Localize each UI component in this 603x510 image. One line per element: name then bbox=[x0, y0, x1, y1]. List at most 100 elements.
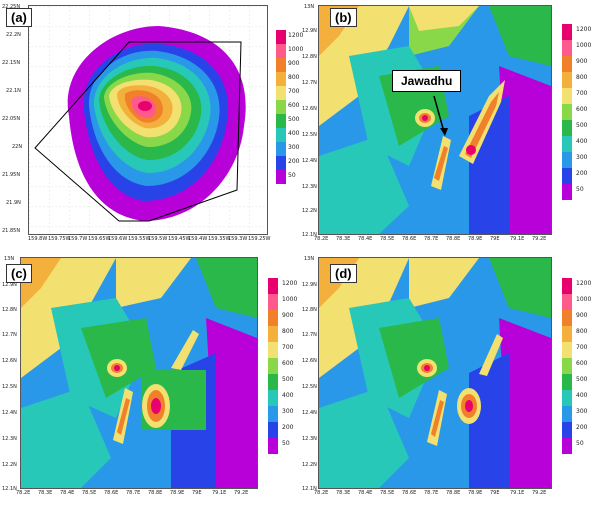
panel-label-c: (c) bbox=[6, 264, 32, 283]
x-tick: 159.3W bbox=[228, 236, 248, 242]
y-tick: 12.6N bbox=[302, 106, 317, 112]
colorbar-level: 500 bbox=[282, 376, 294, 383]
jawadhu-label: Jawadhu bbox=[392, 70, 462, 92]
colorbar-level: 500 bbox=[288, 116, 300, 123]
colorbar-b bbox=[562, 24, 572, 200]
x-tick: 79.2E bbox=[532, 490, 547, 496]
y-tick: 21.95N bbox=[2, 172, 21, 178]
colorbar-level: 300 bbox=[282, 408, 294, 415]
y-tick: 12.7N bbox=[302, 332, 317, 338]
x-tick: 78.6E bbox=[104, 490, 119, 496]
y-tick: 13N bbox=[304, 256, 315, 262]
y-tick: 22.05N bbox=[2, 116, 21, 122]
x-tick: 79.1E bbox=[212, 490, 227, 496]
colorbar-level: 700 bbox=[576, 90, 588, 97]
panel-b: (b) Jawadhu 13N 12.9N 12.8N 12.7N 12.6N … bbox=[300, 0, 603, 252]
y-tick: 12.3N bbox=[2, 436, 17, 442]
x-tick: 159.4W bbox=[188, 236, 208, 242]
colorbar-level: 700 bbox=[288, 88, 300, 95]
y-tick: 12.1N bbox=[302, 486, 317, 492]
x-tick: 78.9E bbox=[170, 490, 185, 496]
y-tick: 21.9N bbox=[6, 200, 21, 206]
x-tick: 79E bbox=[192, 490, 202, 496]
colorbar-level: 1000 bbox=[576, 296, 592, 303]
x-tick: 78.3E bbox=[38, 490, 53, 496]
colorbar-c bbox=[268, 278, 278, 454]
map-frame-c bbox=[20, 257, 258, 489]
y-tick: 12.9N bbox=[302, 28, 317, 34]
y-tick: 12.8N bbox=[2, 307, 17, 313]
panel-label-d: (d) bbox=[330, 264, 357, 283]
colorbar-level: 400 bbox=[576, 138, 588, 145]
y-tick: 12.3N bbox=[302, 184, 317, 190]
colorbar-level: 50 bbox=[576, 186, 584, 193]
terrain-map-b bbox=[319, 6, 551, 234]
colorbar-level: 300 bbox=[576, 154, 588, 161]
panel-label-b: (b) bbox=[330, 8, 357, 27]
y-tick: 12.2N bbox=[302, 462, 317, 468]
colorbar-level: 50 bbox=[282, 440, 290, 447]
x-tick: 78.2E bbox=[314, 490, 329, 496]
y-tick: 12.4N bbox=[302, 158, 317, 164]
x-tick: 78.4E bbox=[358, 236, 373, 242]
panel-c: (c) 13N 12.9N 12.8N 12.7N 12.6N 12.5N 12… bbox=[0, 252, 300, 510]
y-tick: 12.8N bbox=[302, 54, 317, 60]
colorbar-level: 800 bbox=[282, 328, 294, 335]
colorbar-level: 300 bbox=[576, 408, 588, 415]
panel-a: (a) 22.25N 22.2N 22.15N 22.1N 22.05N 22N… bbox=[0, 0, 304, 252]
y-tick: 12.2N bbox=[302, 208, 317, 214]
x-tick: 159.7W bbox=[68, 236, 88, 242]
x-tick: 159.8W bbox=[28, 236, 48, 242]
y-tick: 13N bbox=[304, 4, 315, 10]
terrain-map-d bbox=[319, 258, 551, 488]
x-tick: 78.8E bbox=[446, 236, 461, 242]
jawadhu-arrow bbox=[433, 95, 448, 136]
x-tick: 159.75W bbox=[48, 236, 71, 242]
y-tick: 22.15N bbox=[2, 60, 21, 66]
map-frame-b bbox=[318, 5, 552, 235]
colorbar-level: 1200 bbox=[576, 26, 592, 33]
y-tick: 12.2N bbox=[2, 462, 17, 468]
y-tick: 12.4N bbox=[2, 410, 17, 416]
y-tick: 12.4N bbox=[302, 410, 317, 416]
colorbar-level: 400 bbox=[282, 392, 294, 399]
x-tick: 78.4E bbox=[358, 490, 373, 496]
colorbar-level: 900 bbox=[282, 312, 294, 319]
map-frame-d bbox=[318, 257, 552, 489]
y-tick: 12.6N bbox=[2, 358, 17, 364]
terrain-map-c bbox=[21, 258, 257, 488]
x-tick: 78.5E bbox=[82, 490, 97, 496]
colorbar-level: 50 bbox=[576, 440, 584, 447]
x-tick: 79.2E bbox=[234, 490, 249, 496]
colorbar-level: 200 bbox=[282, 424, 294, 431]
y-tick: 13N bbox=[4, 256, 15, 262]
y-tick: 12.7N bbox=[302, 80, 317, 86]
x-tick: 78.3E bbox=[336, 236, 351, 242]
x-tick: 79.1E bbox=[510, 490, 525, 496]
colorbar-level: 600 bbox=[576, 360, 588, 367]
colorbar-level: 50 bbox=[288, 172, 296, 179]
y-tick: 12.5N bbox=[2, 384, 17, 390]
colorbar-level: 200 bbox=[576, 424, 588, 431]
colorbar-level: 500 bbox=[576, 122, 588, 129]
x-tick: 78.5E bbox=[380, 490, 395, 496]
x-tick: 159.5W bbox=[148, 236, 168, 242]
x-tick: 78.3E bbox=[336, 490, 351, 496]
colorbar-level: 400 bbox=[576, 392, 588, 399]
colorbar-level: 900 bbox=[576, 312, 588, 319]
colorbar-level: 600 bbox=[282, 360, 294, 367]
colorbar-level: 200 bbox=[288, 158, 300, 165]
x-tick: 78.5E bbox=[380, 236, 395, 242]
x-tick: 159.45W bbox=[168, 236, 191, 242]
colorbar-a bbox=[276, 30, 286, 184]
colorbar-level: 1000 bbox=[576, 42, 592, 49]
x-tick: 78.7E bbox=[126, 490, 141, 496]
x-tick: 78.2E bbox=[16, 490, 31, 496]
terrain-map-a bbox=[29, 6, 267, 234]
y-tick: 12.5N bbox=[302, 132, 317, 138]
colorbar-level: 1000 bbox=[282, 296, 298, 303]
colorbar-level: 1200 bbox=[288, 32, 304, 39]
y-tick: 12.3N bbox=[302, 436, 317, 442]
x-tick: 159.6W bbox=[108, 236, 128, 242]
map-frame-a bbox=[28, 5, 268, 235]
